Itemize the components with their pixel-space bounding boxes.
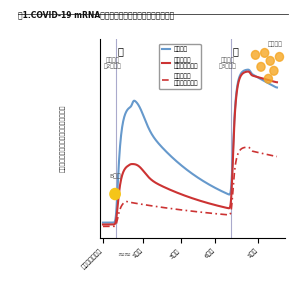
Circle shape [270, 66, 278, 75]
Circle shape [261, 49, 269, 57]
Circle shape [251, 50, 260, 59]
Circle shape [257, 62, 265, 71]
Text: B細胞: B細胞 [109, 173, 121, 179]
Text: 中和抗体: 中和抗体 [268, 41, 283, 46]
Text: 💉: 💉 [232, 46, 238, 56]
Legend: 健康成人, 移植患者：
免疫抑制剤単剤, 移植患者：
免疫抑制剤多剤: 健康成人, 移植患者： 免疫抑制剤単剤, 移植患者： 免疫抑制剤多剤 [159, 44, 201, 89]
Text: 💉: 💉 [117, 46, 123, 56]
Circle shape [110, 188, 120, 200]
Text: 図1.COVID-19 mRNAワクチン接種後の中和抗体価の推移: 図1.COVID-19 mRNAワクチン接種後の中和抗体価の推移 [18, 11, 174, 20]
Circle shape [275, 52, 284, 61]
Text: ワクチン
（2回目）: ワクチン （2回目） [103, 57, 121, 69]
Text: ≈≈: ≈≈ [117, 249, 131, 258]
Text: 新型コロナウイルスに対する中和抗体価: 新型コロナウイルスに対する中和抗体価 [61, 105, 66, 172]
Circle shape [266, 56, 274, 65]
Circle shape [264, 74, 272, 83]
Text: ワクチン
（3回目）: ワクチン （3回目） [219, 57, 236, 69]
